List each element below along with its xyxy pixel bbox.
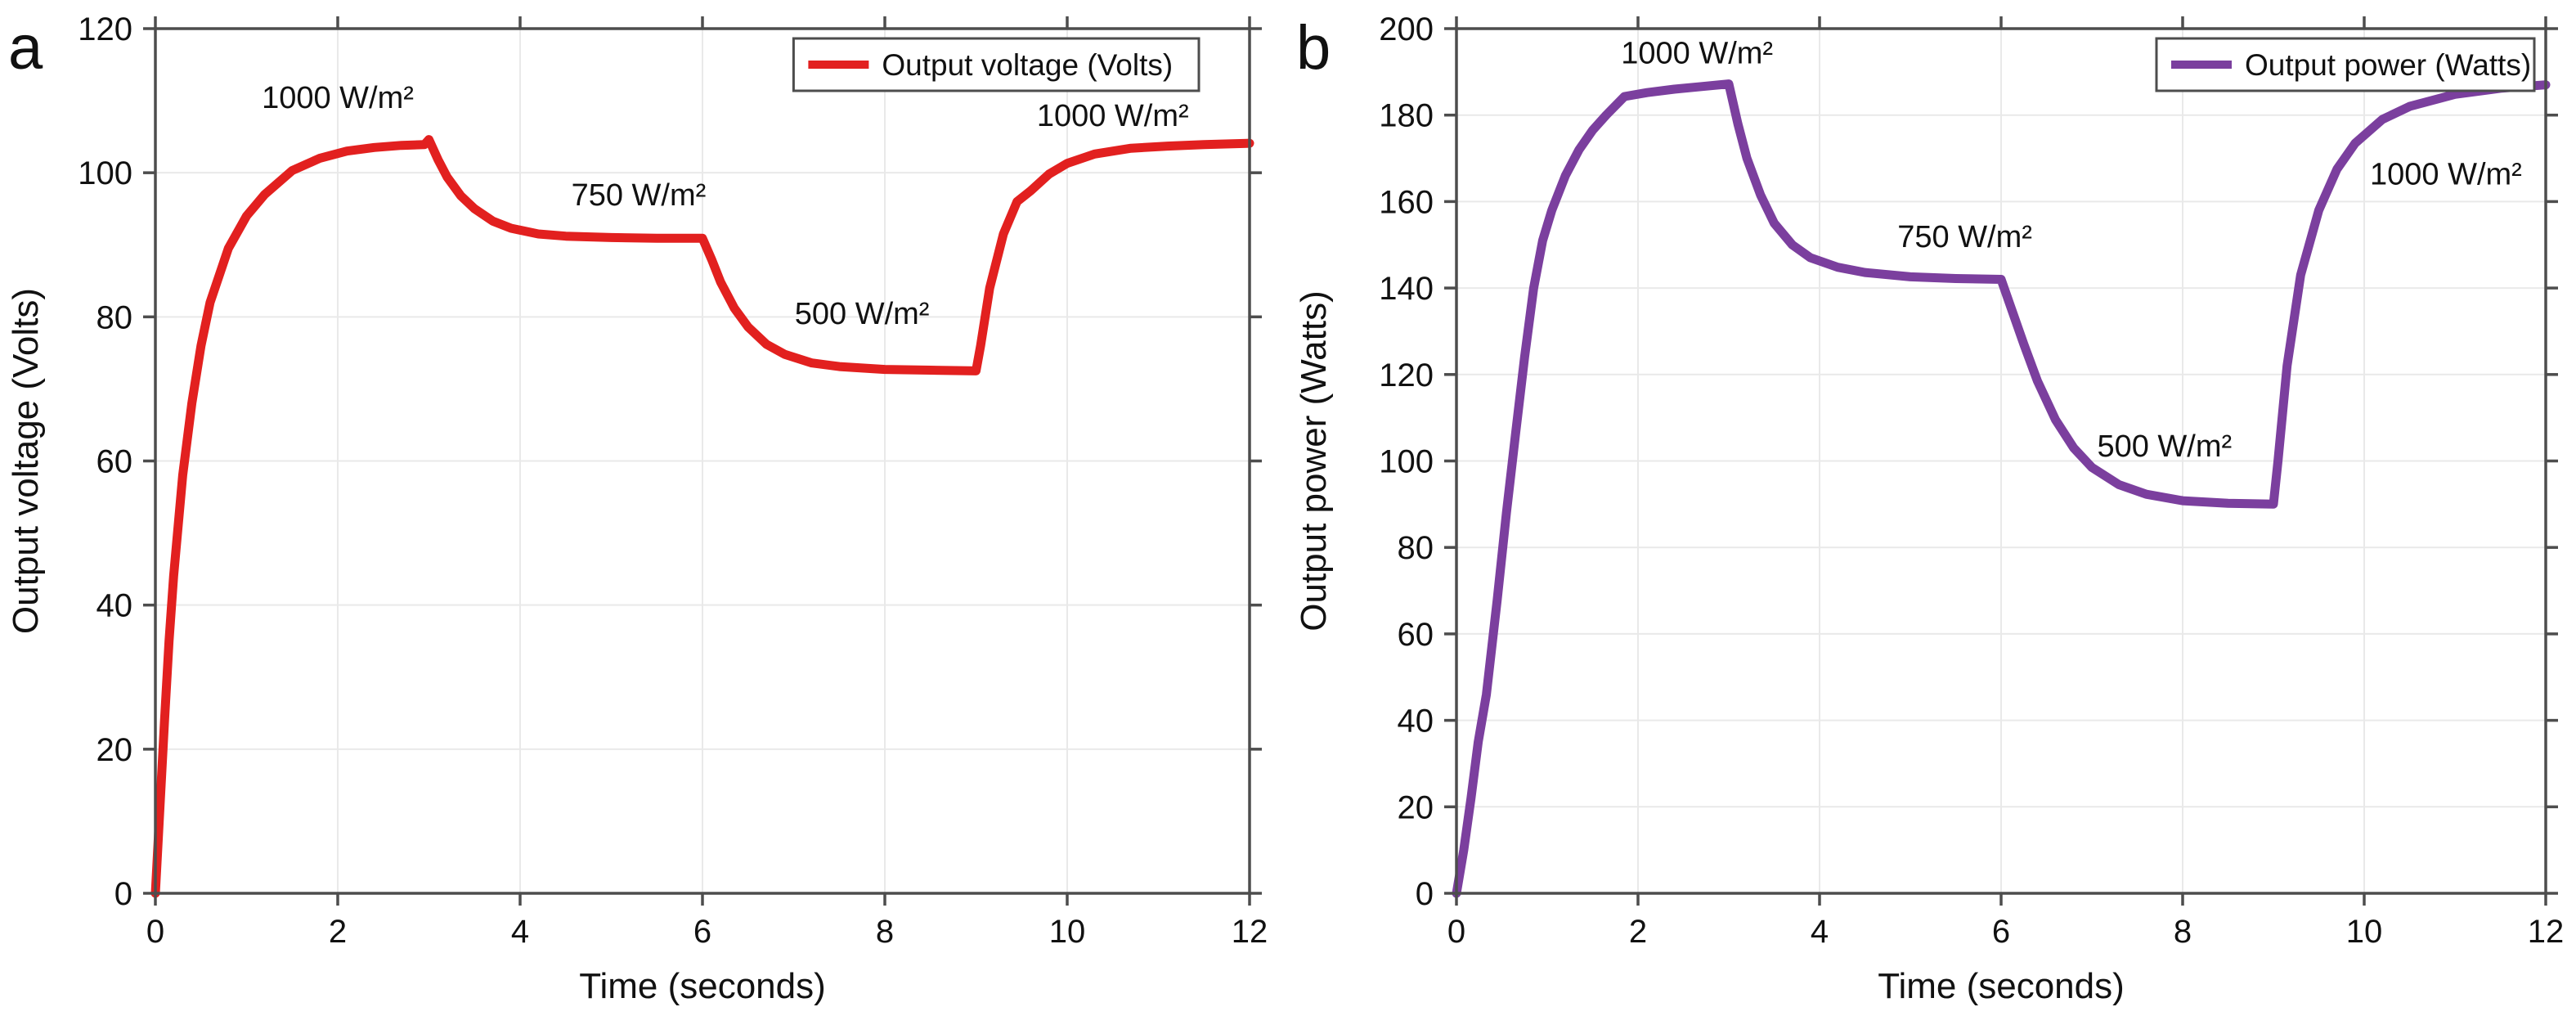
irradiance-annotation: 1000 W/m² — [1037, 99, 1189, 133]
y-tick-label: 100 — [1379, 444, 1434, 480]
y-tick-label: 80 — [1398, 530, 1434, 566]
y-tick-label: 40 — [96, 588, 133, 624]
y-tick-label: 0 — [114, 876, 132, 912]
x-tick-label: 8 — [876, 914, 894, 950]
plot-background — [1288, 0, 2576, 1016]
y-tick-label: 60 — [96, 444, 133, 480]
x-tick-label: 12 — [1232, 914, 1268, 950]
y-tick-label: 40 — [1398, 704, 1434, 740]
x-axis-title: Time (seconds) — [579, 966, 826, 1006]
x-tick-label: 0 — [1447, 914, 1465, 950]
y-tick-label: 120 — [1379, 357, 1434, 393]
x-tick-label: 8 — [2174, 914, 2192, 950]
x-tick-label: 4 — [1811, 914, 1829, 950]
x-tick-label: 10 — [1049, 914, 1086, 950]
x-tick-label: 4 — [511, 914, 529, 950]
irradiance-annotation: 750 W/m² — [572, 178, 707, 213]
panel-letter: b — [1296, 13, 1331, 83]
x-tick-label: 6 — [693, 914, 711, 950]
y-tick-label: 60 — [1398, 617, 1434, 653]
x-tick-label: 10 — [2346, 914, 2383, 950]
x-tick-label: 12 — [2528, 914, 2565, 950]
output-power-curve — [1452, 79, 2551, 898]
x-tick-label: 0 — [146, 914, 164, 950]
y-tick-label: 0 — [1416, 876, 1434, 912]
legend-label: Output power (Watts) — [2245, 48, 2531, 82]
y-tick-label: 180 — [1379, 98, 1434, 134]
x-tick-label: 2 — [1629, 914, 1647, 950]
panel-letter: a — [8, 13, 43, 83]
y-tick-label: 160 — [1379, 184, 1434, 220]
y-tick-label: 100 — [78, 155, 132, 191]
irradiance-annotation: 500 W/m² — [2097, 429, 2232, 464]
output-voltage-curve — [150, 135, 1254, 898]
irradiance-annotation: 1000 W/m² — [262, 81, 414, 115]
x-axis-title: Time (seconds) — [1878, 966, 2125, 1006]
y-tick-label: 200 — [1379, 11, 1434, 47]
irradiance-annotation: 750 W/m² — [1897, 220, 2032, 254]
legend: Output power (Watts) — [2155, 37, 2536, 92]
legend: Output voltage (Volts) — [792, 37, 1200, 92]
y-tick-label: 120 — [78, 11, 132, 47]
irradiance-annotation: 1000 W/m² — [2370, 157, 2522, 191]
y-tick-label: 20 — [1398, 789, 1434, 825]
legend-label: Output voltage (Volts) — [882, 48, 1173, 82]
y-tick-label: 80 — [96, 299, 133, 335]
y-axis-title: Output voltage (Volts) — [6, 288, 46, 634]
y-tick-label: 140 — [1379, 271, 1434, 307]
y-tick-label: 20 — [96, 732, 133, 768]
chart-output-power: 0 2 4 6 8 10 12020406080100120140160180200Time… — [1288, 0, 2576, 1016]
x-tick-label: 2 — [329, 914, 347, 950]
y-axis-title: Output power (Watts) — [1294, 290, 1334, 632]
plot-background — [0, 0, 1288, 1016]
x-tick-label: 6 — [1992, 914, 2010, 950]
irradiance-annotation: 1000 W/m² — [1621, 36, 1773, 70]
irradiance-annotation: 500 W/m² — [795, 297, 930, 331]
